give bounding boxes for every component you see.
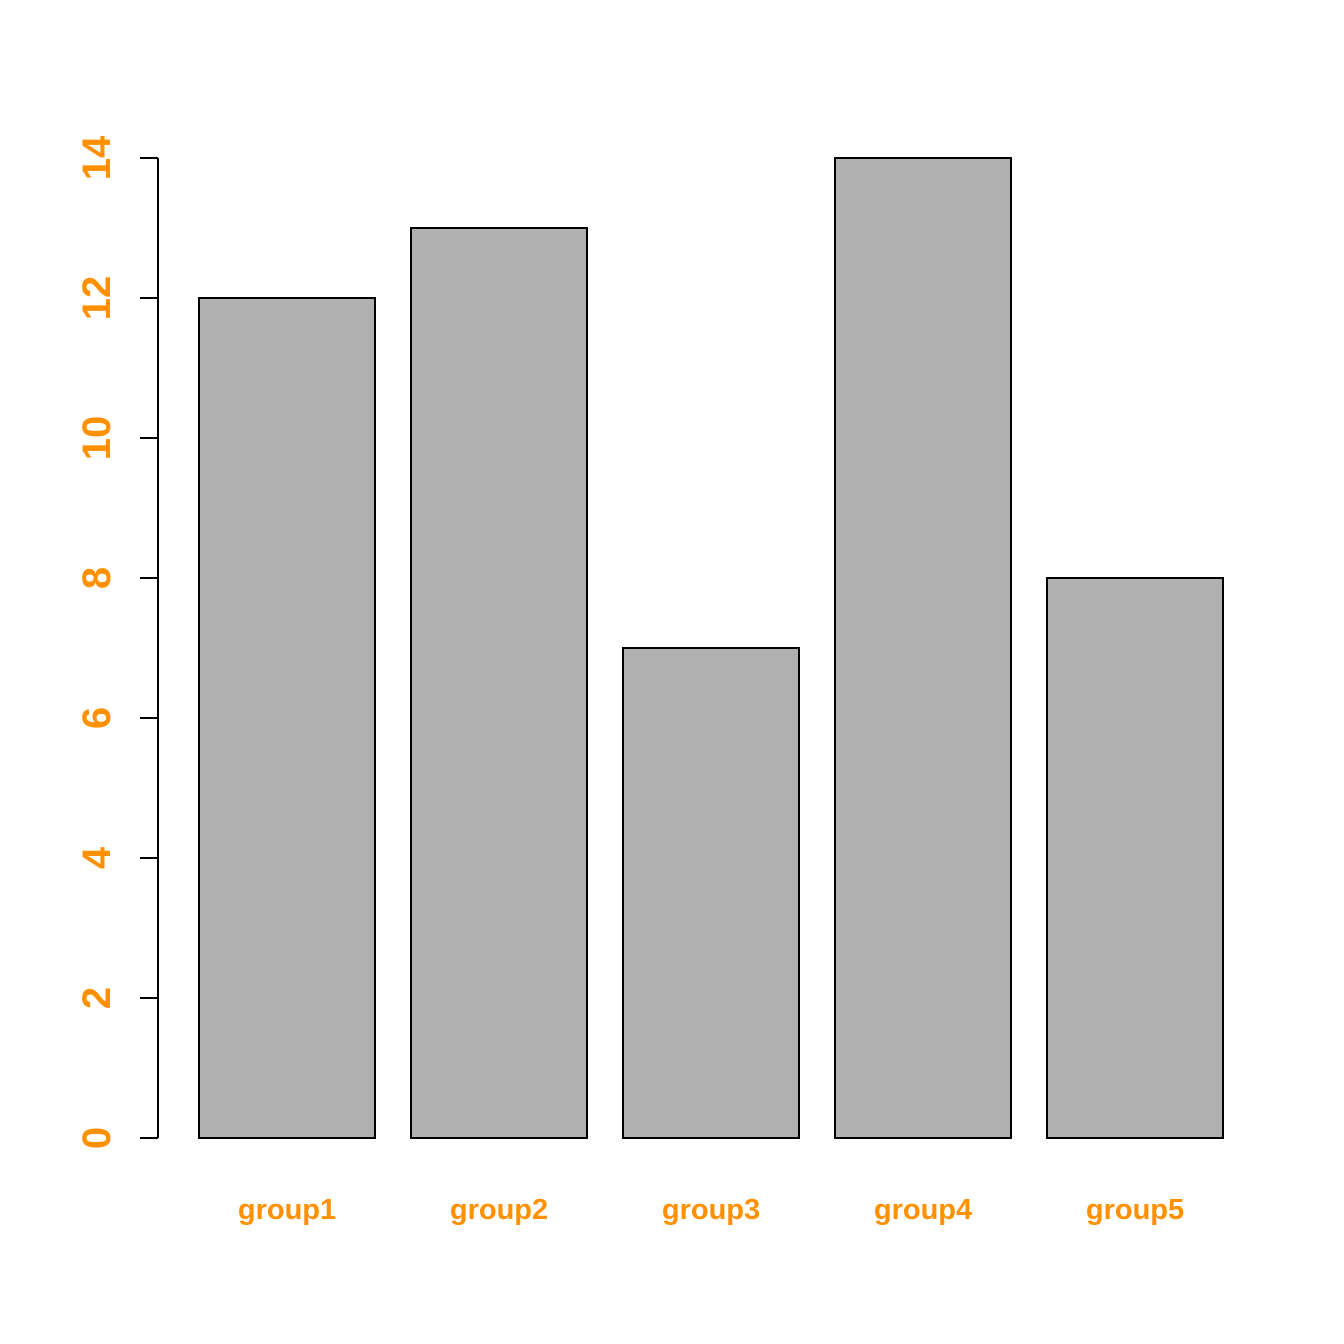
x-tick-label: group2 bbox=[450, 1194, 548, 1226]
bar-group2 bbox=[410, 227, 588, 1139]
bars-group bbox=[198, 157, 1224, 1139]
y-tick-label: 14 bbox=[75, 135, 119, 180]
x-axis-labels: group1 group2 group3 group4 group5 bbox=[238, 1194, 1184, 1226]
x-tick-label: group4 bbox=[874, 1194, 972, 1226]
x-tick-label: group5 bbox=[1086, 1194, 1184, 1226]
y-tick-label: 6 bbox=[75, 707, 119, 729]
y-tick-label: 10 bbox=[75, 416, 119, 461]
y-tick-label: 8 bbox=[75, 567, 119, 589]
y-tick-label: 12 bbox=[75, 276, 119, 321]
bar-group5 bbox=[1046, 577, 1224, 1139]
x-tick-label: group1 bbox=[238, 1194, 336, 1226]
y-axis: 0 2 4 6 8 10 12 14 bbox=[75, 135, 159, 1149]
y-tick-label: 2 bbox=[75, 987, 119, 1009]
bar-group4 bbox=[834, 157, 1012, 1139]
x-tick-label: group3 bbox=[662, 1194, 760, 1226]
y-tick-label: 4 bbox=[75, 846, 119, 869]
bar-group3 bbox=[622, 647, 800, 1139]
y-tick-label: 0 bbox=[75, 1127, 119, 1149]
bar-group1 bbox=[198, 297, 376, 1139]
